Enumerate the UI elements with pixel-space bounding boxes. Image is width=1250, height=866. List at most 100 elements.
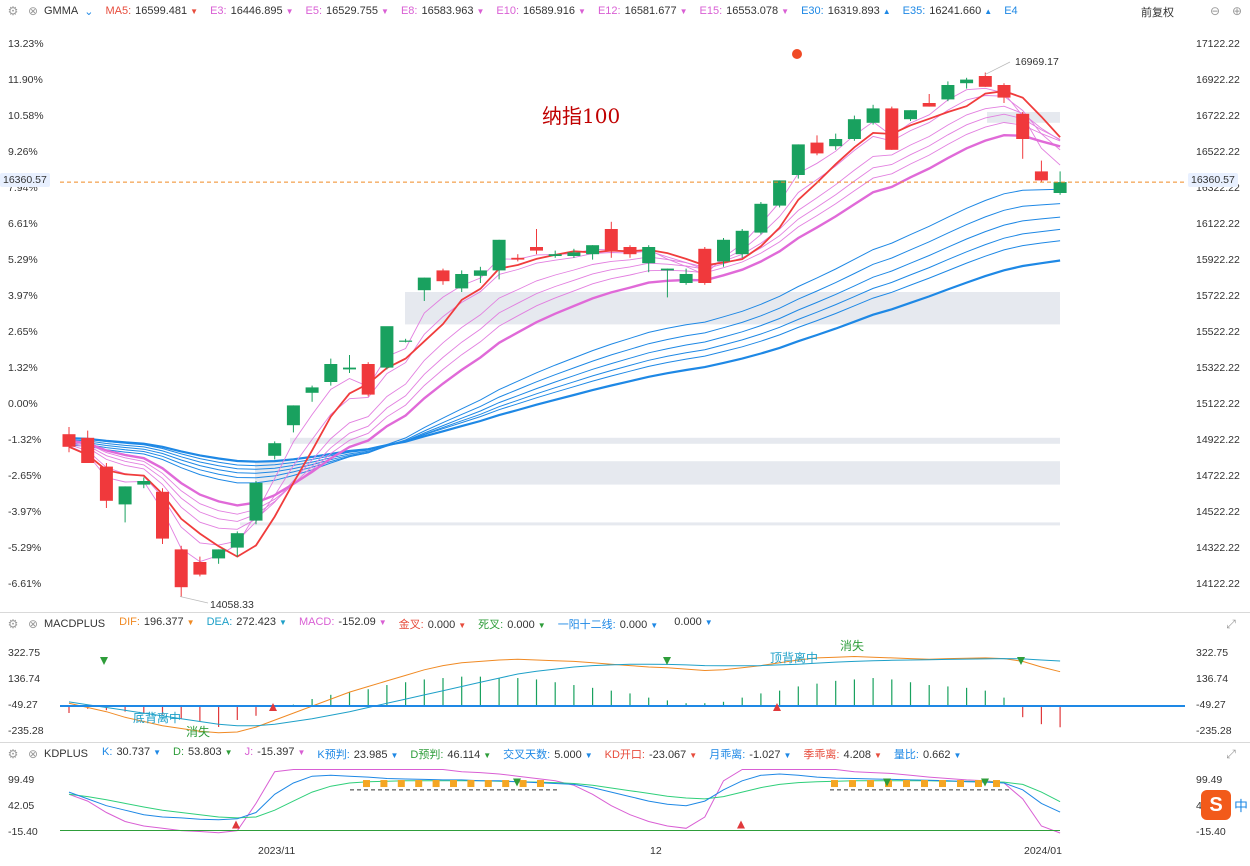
candle bbox=[754, 203, 768, 233]
signal-arrow-icon bbox=[513, 778, 521, 787]
x-tick: 2024/01 bbox=[1024, 845, 1062, 857]
close-circle-icon[interactable]: ⊗ bbox=[27, 4, 39, 18]
overbought-marker bbox=[415, 780, 423, 788]
adjust-button[interactable]: 前复权 bbox=[1139, 4, 1176, 20]
candle bbox=[623, 246, 637, 255]
candle bbox=[473, 270, 487, 276]
legend-arrow-icon: ▼ bbox=[783, 751, 792, 760]
legend-item: 死叉: 0.000 ▼ bbox=[478, 616, 546, 632]
legend-item: J: -15.397 ▼ bbox=[245, 746, 306, 762]
ime-lang-icon[interactable]: 中 bbox=[1234, 798, 1248, 814]
candle bbox=[642, 246, 656, 264]
legend-value: -15.397 bbox=[257, 746, 295, 758]
candle bbox=[941, 84, 955, 100]
legend-label: MA5: bbox=[105, 5, 132, 17]
candle bbox=[791, 144, 805, 175]
chevron-down-icon[interactable]: ⌄ bbox=[84, 5, 94, 18]
legend-value: -152.09 bbox=[338, 616, 376, 628]
axis-tick: 17122.22 bbox=[1196, 38, 1240, 50]
axis-tick: 14722.22 bbox=[1196, 470, 1240, 482]
candle bbox=[1053, 182, 1067, 193]
legend-item: DEA: 272.423 ▼ bbox=[207, 616, 287, 632]
candle bbox=[1016, 113, 1030, 139]
axis-tick: 14522.22 bbox=[1196, 506, 1240, 518]
legend-value: 16553.078 bbox=[726, 5, 779, 17]
expand-icon[interactable]: ⤢ bbox=[1226, 617, 1236, 631]
settings-gear-icon[interactable]: ⚙ bbox=[7, 747, 19, 761]
legend-item: MACD: -152.09 ▼ bbox=[299, 616, 387, 632]
macd-chart[interactable] bbox=[0, 613, 1250, 743]
axis-tick: 16522.22 bbox=[1196, 146, 1240, 158]
main-chart[interactable] bbox=[0, 0, 1250, 612]
legend-value: 0.662 bbox=[922, 749, 951, 761]
axis-tick: -15.40 bbox=[8, 826, 38, 838]
legend-arrow-icon: ▼ bbox=[153, 748, 162, 757]
candle bbox=[604, 228, 618, 251]
legend-value: 16529.755 bbox=[326, 5, 379, 17]
candle bbox=[586, 245, 600, 255]
legend-item: E4 bbox=[1004, 5, 1021, 17]
legend-arrow-icon: ▼ bbox=[874, 751, 882, 760]
ime-badge-icon[interactable]: S bbox=[1201, 790, 1231, 820]
macd-header: ⚙ ⊗ MACDPLUS DIF: 196.377 ▼ DEA: 272.423 ▼ MAC… bbox=[0, 613, 1250, 635]
signal-arrow-icon bbox=[232, 820, 240, 829]
candle bbox=[343, 367, 356, 370]
legend-item: 季乖离: 4.208 ▼ bbox=[803, 746, 882, 762]
axis-tick: 5.29% bbox=[8, 254, 38, 266]
candle bbox=[268, 443, 282, 456]
indicator-name[interactable]: KDPLUS bbox=[44, 748, 89, 760]
close-circle-icon[interactable]: ⊗ bbox=[27, 747, 39, 761]
ma-legend: MA5: 16599.481 ▼ E3: 16446.895 ▼ E5: 16529.755 ▼… bbox=[105, 5, 1033, 17]
ema-short-line bbox=[68, 105, 1061, 530]
legend-value: 4.208 bbox=[843, 749, 871, 761]
candle bbox=[492, 239, 506, 271]
axis-tick: 136.74 bbox=[8, 673, 41, 685]
legend-value: 16589.916 bbox=[523, 5, 576, 17]
overbought-marker bbox=[432, 780, 440, 788]
expand-icon[interactable]: ⤢ bbox=[1226, 747, 1236, 761]
legend-label: 一阳十二线: bbox=[557, 619, 616, 631]
overbought-marker bbox=[380, 780, 388, 788]
legend-item: E35: 16241.660 ▲ bbox=[903, 5, 993, 17]
candle bbox=[847, 119, 861, 139]
candle bbox=[286, 405, 300, 426]
candle bbox=[193, 561, 207, 575]
candle bbox=[548, 254, 562, 256]
signal-arrow-icon bbox=[773, 703, 781, 711]
kd-chart[interactable] bbox=[0, 743, 1250, 843]
main-header: ⚙ ⊗ GMMA ⌄ MA5: 16599.481 ▼ E3: 16446.895 ▼ E5… bbox=[0, 0, 1250, 22]
legend-label: DEA: bbox=[206, 616, 233, 628]
legend-arrow-icon: ▼ bbox=[483, 751, 492, 760]
candle bbox=[436, 270, 450, 282]
legend-value: 23.985 bbox=[353, 749, 388, 761]
candle bbox=[380, 326, 394, 368]
axis-tick: 15322.22 bbox=[1196, 362, 1240, 374]
axis-tick: -2.65% bbox=[8, 470, 42, 482]
candle bbox=[156, 491, 169, 539]
axis-tick: 15122.22 bbox=[1196, 398, 1240, 410]
indicator-name[interactable]: MACDPLUS bbox=[44, 618, 106, 630]
axis-tick: -6.61% bbox=[8, 578, 42, 590]
settings-gear-icon[interactable]: ⚙ bbox=[7, 617, 19, 631]
legend-label: 死叉: bbox=[478, 619, 504, 631]
close-circle-icon[interactable]: ⊗ bbox=[27, 617, 39, 631]
indicator-name[interactable]: GMMA bbox=[44, 5, 79, 17]
axis-tick: -49.27 bbox=[8, 699, 38, 711]
overbought-marker bbox=[993, 780, 1000, 788]
plus-circle-icon[interactable]: ⊕ bbox=[1231, 4, 1243, 18]
legend-arrow-icon: ▼ bbox=[689, 751, 698, 760]
candle bbox=[230, 533, 244, 548]
settings-gear-icon[interactable]: ⚙ bbox=[7, 4, 19, 18]
minus-circle-icon[interactable]: ⊖ bbox=[1209, 4, 1221, 18]
axis-tick: 15522.22 bbox=[1196, 326, 1240, 338]
axis-tick: -3.97% bbox=[8, 506, 42, 518]
legend-arrow-icon: ▼ bbox=[476, 7, 485, 16]
zone bbox=[290, 437, 1060, 444]
legend-value: -23.067 bbox=[648, 749, 687, 761]
overbought-marker bbox=[397, 780, 405, 788]
axis-tick: 99.49 bbox=[8, 774, 35, 786]
signal-arrow-icon bbox=[100, 657, 108, 665]
legend-label: 金叉: bbox=[398, 619, 424, 631]
legend-value: 16599.481 bbox=[135, 5, 188, 17]
legend-arrow-icon: ▼ bbox=[381, 7, 389, 16]
